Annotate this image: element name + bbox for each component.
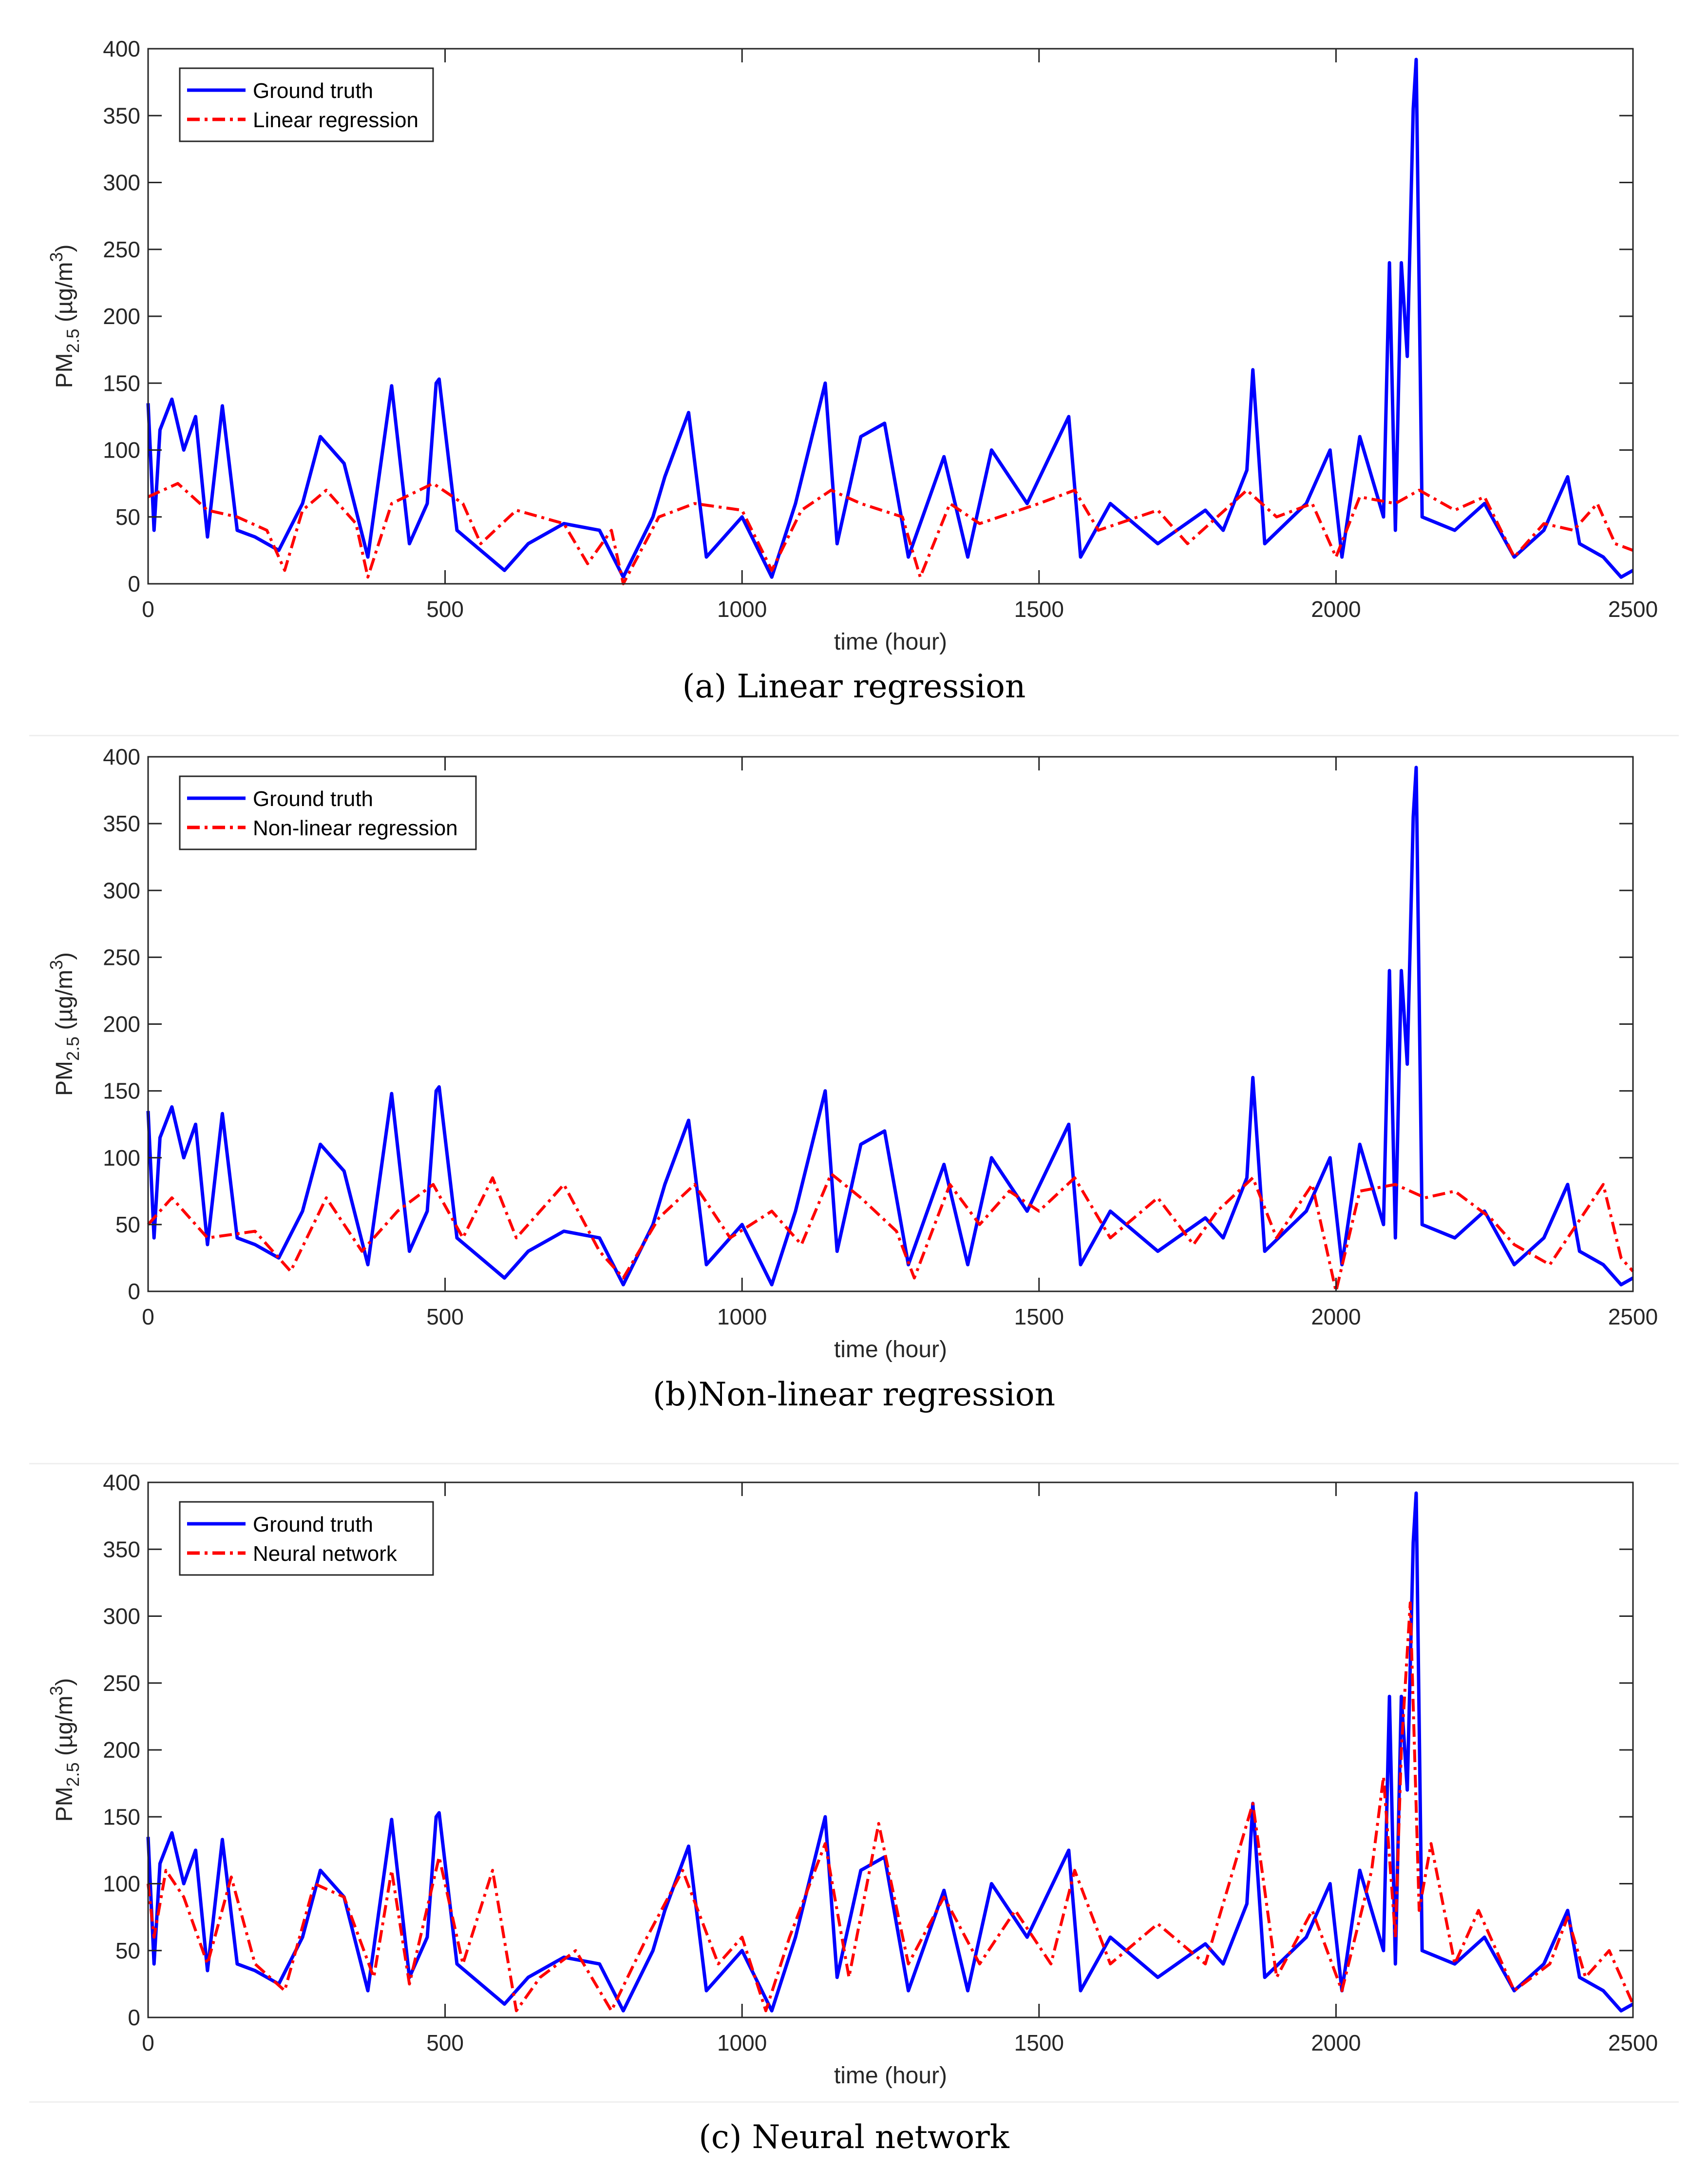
y-tick-label: 300 <box>103 1604 140 1629</box>
legend-label-ground-truth: Ground truth <box>253 787 373 811</box>
series-line-model <box>147 482 1634 585</box>
x-tick-label: 2500 <box>1608 596 1658 622</box>
panel-separator <box>29 1463 1679 1464</box>
panel-separator <box>29 2101 1679 2103</box>
x-tick-label: 1000 <box>717 596 767 622</box>
x-tick-label: 2000 <box>1311 2030 1361 2055</box>
x-tick-label: 0 <box>142 1304 154 1329</box>
y-axis-label: PM2.5 (µg/m3) <box>46 244 83 388</box>
y-tick-label: 100 <box>103 438 140 463</box>
y-tick-label: 300 <box>103 170 140 195</box>
x-tick-label: 0 <box>142 2030 154 2055</box>
legend-label-ground-truth: Ground truth <box>253 1513 373 1536</box>
y-tick-label: 350 <box>103 1536 140 1562</box>
x-tick-label: 500 <box>426 1304 464 1329</box>
legend-label-model: Neural network <box>253 1542 398 1566</box>
y-tick-label: 250 <box>103 1670 140 1696</box>
legend: Ground truth Non-linear regression <box>179 775 477 850</box>
x-tick-label: 1000 <box>717 1304 767 1329</box>
legend-label-model: Linear regression <box>253 108 418 132</box>
x-tick-label: 1000 <box>717 2030 767 2055</box>
x-tick-label: 1500 <box>1014 2030 1064 2055</box>
y-tick-label: 150 <box>103 370 140 396</box>
y-tick-label: 50 <box>115 1938 140 1963</box>
x-tick-label: 2000 <box>1311 596 1361 622</box>
chart-panel-c: 0 500 1000 1500 2000 2500 0 50 100 150 200 250 300 35… <box>46 1470 1658 2089</box>
series-line-ground-truth <box>146 766 1634 1286</box>
y-tick-label: 350 <box>103 811 140 836</box>
x-tick-label: 2500 <box>1608 2030 1658 2055</box>
x-tick-label: 500 <box>426 596 464 622</box>
legend-box <box>179 775 477 850</box>
caption-panel-c: (c) Neural network <box>699 2118 1009 2156</box>
x-axis-label: time (hour) <box>834 2063 947 2089</box>
y-tick-label: 100 <box>103 1145 140 1171</box>
y-tick-label: 50 <box>115 504 140 530</box>
caption-panel-a: (a) Linear regression <box>682 668 1026 705</box>
series-line-ground-truth <box>146 1491 1634 2013</box>
y-tick-label: 100 <box>103 1871 140 1897</box>
y-tick-label: 200 <box>103 304 140 329</box>
y-tick-label: 200 <box>103 1737 140 1763</box>
legend-label-ground-truth: Ground truth <box>253 79 373 103</box>
legend: Ground truth Neural network <box>179 1501 434 1576</box>
x-tick-label: 500 <box>426 2030 464 2055</box>
y-tick-label: 50 <box>115 1212 140 1237</box>
y-tick-label: 400 <box>103 744 140 769</box>
x-tick-label: 2000 <box>1311 1304 1361 1329</box>
caption-panel-b: (b)Non-linear regression <box>652 1376 1056 1413</box>
y-tick-label: 150 <box>103 1804 140 1829</box>
series-line-model <box>147 1172 1634 1293</box>
x-axis-label: time (hour) <box>834 629 947 655</box>
legend: Ground truth Linear regression <box>179 67 434 142</box>
y-tick-label: 250 <box>103 944 140 970</box>
y-axis-label: PM2.5 (µg/m3) <box>46 1678 83 1822</box>
y-tick-label: 200 <box>103 1012 140 1037</box>
y-tick-label: 0 <box>128 571 140 596</box>
panel-separator <box>29 735 1679 736</box>
y-tick-label: 250 <box>103 237 140 262</box>
legend-box <box>179 1501 434 1576</box>
chart-panel-b: 0 500 1000 1500 2000 2500 0 50 100 150 200 250 300 35… <box>46 744 1658 1363</box>
x-tick-label: 1500 <box>1014 1304 1064 1329</box>
x-tick-label: 1500 <box>1014 596 1064 622</box>
y-tick-label: 150 <box>103 1078 140 1104</box>
series-line-model <box>147 1601 1634 2013</box>
x-tick-label: 0 <box>142 596 154 622</box>
y-tick-label: 350 <box>103 103 140 128</box>
y-axis-label: PM2.5 (µg/m3) <box>46 952 83 1096</box>
y-tick-label: 0 <box>128 1279 140 1304</box>
y-tick-label: 400 <box>103 36 140 61</box>
chart-panel-a: 0 500 1000 1500 2000 2500 0 50 100 150 200 250 300 35… <box>46 36 1658 655</box>
series-line-ground-truth <box>146 58 1634 579</box>
y-tick-label: 0 <box>128 2005 140 2030</box>
y-tick-label: 300 <box>103 878 140 903</box>
x-tick-label: 2500 <box>1608 1304 1658 1329</box>
legend-box <box>179 67 434 142</box>
x-axis-label: time (hour) <box>834 1337 947 1363</box>
legend-label-model: Non-linear regression <box>253 816 458 840</box>
y-tick-label: 400 <box>103 1470 140 1495</box>
